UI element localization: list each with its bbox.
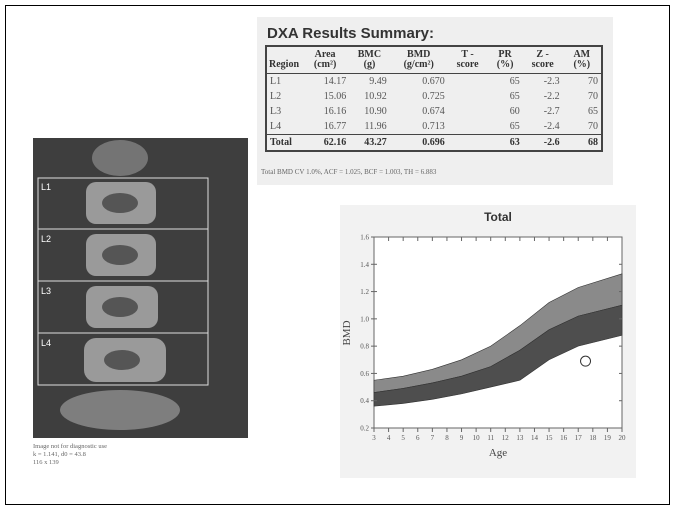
x-tick-label: 7 (431, 434, 435, 442)
y-axis-label: BMD (341, 320, 353, 345)
scan-note: k = 1.141, d0 = 43.8 (33, 451, 86, 458)
vertebra-label: L3 (41, 286, 51, 296)
scan-note: 116 x 139 (33, 459, 59, 466)
x-tick-label: 20 (619, 434, 627, 442)
scan-note: Image not for diagnostic use (33, 443, 107, 450)
chart-title: Total (484, 210, 512, 224)
x-tick-label: 12 (502, 434, 510, 442)
y-tick-label: 1.6 (360, 234, 369, 242)
y-tick-label: 0.6 (360, 370, 369, 378)
x-tick-label: 10 (473, 434, 481, 442)
vertebra-label: L4 (41, 338, 51, 348)
x-tick-label: 14 (531, 434, 539, 442)
x-tick-label: 8 (445, 434, 449, 442)
y-tick-label: 0.2 (360, 425, 369, 433)
x-tick-label: 15 (546, 434, 554, 442)
y-tick-label: 1.4 (360, 261, 369, 269)
x-tick-label: 18 (589, 434, 597, 442)
y-tick-label: 1.0 (360, 315, 369, 323)
x-tick-label: 16 (560, 434, 568, 442)
x-tick-label: 19 (604, 434, 612, 442)
vertebra-label: L1 (41, 182, 51, 192)
x-tick-label: 9 (460, 434, 464, 442)
y-tick-label: 0.4 (360, 397, 369, 405)
y-tick-label: 1.2 (360, 288, 369, 296)
y-tick-label: 0.8 (360, 343, 369, 351)
x-tick-label: 17 (575, 434, 583, 442)
x-tick-label: 3 (372, 434, 376, 442)
x-axis-label: Age (489, 447, 507, 459)
figures: Total Age BMD L1 L2 L3 L4 Image not for diag… (0, 0, 677, 511)
x-tick-label: 5 (401, 434, 405, 442)
page: DXA Results Summary: RegionArea (cm²)BMC… (0, 0, 677, 511)
vertebra-label: L2 (41, 234, 51, 244)
x-tick-label: 13 (516, 434, 524, 442)
x-tick-label: 6 (416, 434, 420, 442)
x-tick-label: 11 (487, 434, 494, 442)
x-tick-label: 4 (387, 434, 391, 442)
